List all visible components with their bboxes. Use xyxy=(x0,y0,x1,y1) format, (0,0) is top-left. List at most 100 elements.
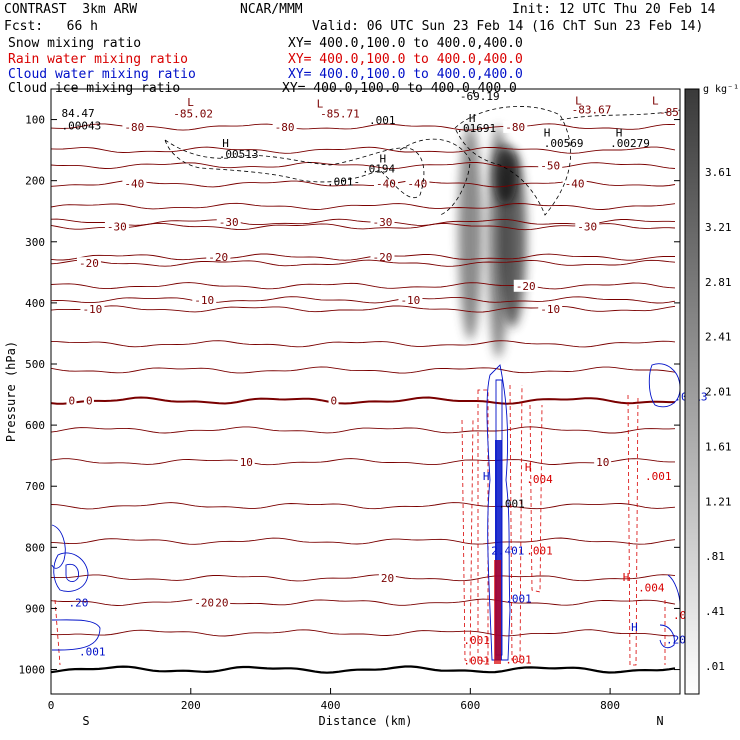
colorbar-tick-label: 3.21 xyxy=(705,221,732,234)
low-marker: L xyxy=(187,96,194,109)
init-time: Init: 12 UTC Thu 20 Feb 14 xyxy=(512,2,716,17)
colorbar-tick-label: 1.21 xyxy=(705,495,732,508)
colorbar-tick-label: 2.01 xyxy=(705,386,732,399)
temperature-contour xyxy=(51,218,676,226)
low-marker: L xyxy=(317,97,324,110)
valid-time: Valid: 06 UTC Sun 23 Feb 14 (16 ChT Sun … xyxy=(312,19,704,34)
temperature-contour-label: 20 xyxy=(215,596,228,609)
contour-label-bg xyxy=(538,303,563,315)
cloud-ice-contour xyxy=(399,138,471,216)
colorbar-tick-label: 2.81 xyxy=(705,276,732,289)
contour-label: .001 xyxy=(463,634,490,647)
colorbar-tick-label: .81 xyxy=(705,550,725,563)
contour-label-bg xyxy=(373,177,398,190)
y-tick-label: 200 xyxy=(25,175,45,188)
x-tick-label: 600 xyxy=(460,699,480,712)
temperature-contour-label: -20 xyxy=(79,257,99,270)
contour-label-bg xyxy=(216,216,241,229)
y-axis-title: Pressure (hPa) xyxy=(4,341,18,442)
contour-label: .001 xyxy=(505,592,532,605)
low-marker: L xyxy=(652,94,659,107)
cloud-water-contour xyxy=(648,363,680,408)
contour-label-bg xyxy=(594,455,612,468)
contour-label-bg xyxy=(272,120,297,133)
contour-label-bg xyxy=(206,251,231,264)
contour-label: .20 xyxy=(68,597,88,610)
temperature-contour xyxy=(51,161,676,170)
field-snow-name: Snow mixing ratio xyxy=(8,36,142,51)
field-cloudwater-name: Cloud water mixing ratio xyxy=(8,67,196,82)
colorbar-tick-label: .41 xyxy=(705,605,725,618)
plot-frame xyxy=(50,88,681,695)
contour-label: -83.67 xyxy=(572,103,612,116)
temperature-contour-label: -20 xyxy=(208,251,228,264)
high-marker: H xyxy=(544,127,551,140)
temperature-contour xyxy=(51,396,675,405)
contour-label: .0194 xyxy=(362,163,395,176)
temperature-contour-label: 10 xyxy=(596,456,609,469)
temperature-contour xyxy=(51,340,676,348)
field-rain-name: Rain water mixing ratio xyxy=(8,52,189,67)
high-marker: H xyxy=(623,571,630,584)
y-tick-label: 900 xyxy=(25,602,45,615)
temperature-contour-label: -40 xyxy=(376,178,396,191)
temperature-contour xyxy=(51,629,676,637)
contour-label-bg xyxy=(122,120,147,133)
high-marker: H xyxy=(222,137,229,150)
temperature-contour-label: -10 xyxy=(82,303,102,316)
cloud-water-contour xyxy=(53,552,89,592)
contour-label-bg xyxy=(80,303,105,315)
x-end-label: N xyxy=(656,714,663,728)
temperature-contour xyxy=(51,282,676,290)
forecast-hour: Fcst: 66 h xyxy=(4,19,98,34)
contour-label-bg xyxy=(66,394,77,407)
colorbar-tick-label: 1.61 xyxy=(705,440,732,453)
rain-water-contour xyxy=(529,404,543,593)
rain-water-core xyxy=(494,560,501,664)
snow-mixing-plume xyxy=(458,125,483,340)
x-axis-title: Distance (km) xyxy=(319,714,413,728)
x-tick-label: 400 xyxy=(321,699,341,712)
high-marker: H xyxy=(525,461,532,474)
cloud-ice-contour xyxy=(559,109,680,121)
y-tick-label: 300 xyxy=(25,236,45,249)
contour-label: -85.02 xyxy=(173,108,213,121)
cloud-ice-contour xyxy=(164,139,425,198)
colorbar-tick-label: 2.41 xyxy=(705,331,732,344)
cloud-water-contour xyxy=(51,524,66,569)
contour-label: 84.47 xyxy=(61,107,94,120)
temperature-contour-label: -80 xyxy=(275,121,295,134)
temperature-contour xyxy=(51,296,676,304)
cloud-ice-contour xyxy=(454,106,572,216)
snow-mixing-core xyxy=(493,144,518,205)
temperature-contour xyxy=(51,502,676,510)
contour-label: -85.71 xyxy=(320,108,360,121)
high-marker: H xyxy=(379,152,386,165)
temperature-contour xyxy=(51,146,676,154)
x-tick-label: 200 xyxy=(181,699,201,712)
temperature-contour xyxy=(51,458,675,466)
temperature-contour-label: -20 xyxy=(516,280,536,293)
contour-label-bg xyxy=(76,257,101,270)
field-cloudwater-xy: XY= 400.0,100.0 to 400.0,400.0 xyxy=(288,67,523,82)
x-start-label: S xyxy=(82,714,89,728)
temperature-contour-label: -30 xyxy=(577,221,597,234)
contour-label-bg xyxy=(328,394,339,407)
y-tick-label: 100 xyxy=(25,114,45,127)
temperature-contour-label: 0 xyxy=(68,395,75,408)
temperature-contour-label: -40 xyxy=(407,178,427,191)
contour-label-bg xyxy=(398,293,423,306)
contour-label: .001 xyxy=(498,498,525,511)
contour-label-bg xyxy=(104,220,129,233)
temperature-contour xyxy=(51,253,676,261)
temperature-contour-label: -30 xyxy=(372,216,392,229)
contour-label: .001 xyxy=(79,646,106,659)
temperature-contour-label: 0 xyxy=(86,395,93,408)
contour-label-bg xyxy=(503,120,528,133)
temperature-contour-label: -80 xyxy=(124,121,144,134)
temperature-contour-label: 20 xyxy=(381,572,394,585)
colorbar-unit: g kg⁻¹ xyxy=(703,84,740,95)
cloud-water-contour xyxy=(65,563,79,582)
contour-label: .004 xyxy=(638,581,665,594)
